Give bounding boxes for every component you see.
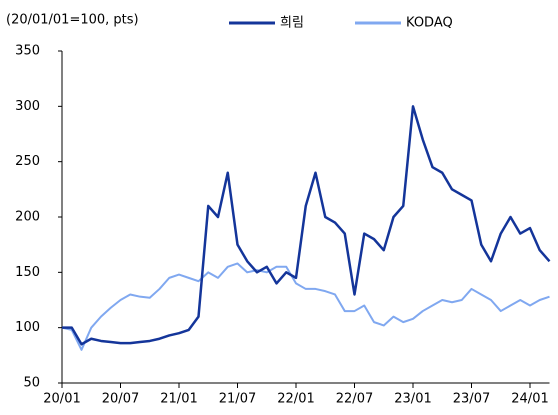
x-tick-label: 21/01 <box>160 392 197 407</box>
line-series <box>61 262 550 351</box>
y-tick-label: 50 <box>23 376 40 391</box>
y-tick-label: 350 <box>15 44 40 59</box>
legend-label: 희림 <box>280 16 304 31</box>
y-tick-label: 150 <box>15 265 40 280</box>
x-tick-label: 23/01 <box>394 392 431 407</box>
y-tick-label: 200 <box>15 210 40 225</box>
x-tick-label: 22/07 <box>336 392 373 407</box>
line-series <box>62 105 551 346</box>
x-tick-label: 20/01 <box>43 392 80 407</box>
unit-label: (20/01/01=100, pts) <box>6 13 139 28</box>
x-tick-label: 21/07 <box>219 392 256 407</box>
x-tick-label: 24/01 <box>511 392 548 407</box>
x-tick-label: 22/01 <box>277 392 314 407</box>
y-tick-label: 100 <box>15 320 40 335</box>
x-tick-label: 20/07 <box>102 392 139 407</box>
y-tick-label: 250 <box>15 154 40 169</box>
x-tick-label: 23/07 <box>453 392 490 407</box>
y-tick-label: 300 <box>15 99 40 114</box>
legend-label: KODAQ <box>406 16 453 31</box>
